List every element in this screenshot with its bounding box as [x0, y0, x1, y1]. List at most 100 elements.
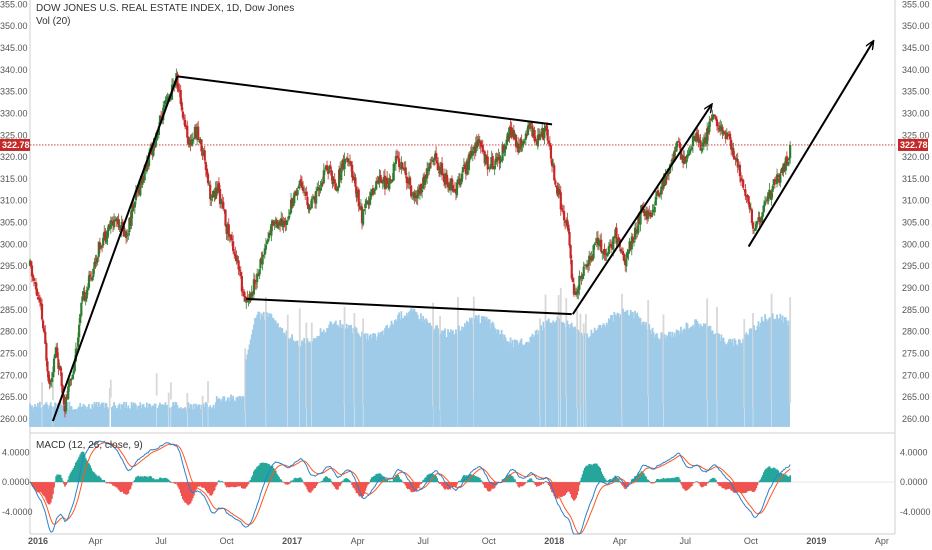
volume-bar [252, 324, 255, 427]
macd-hist-bar [113, 482, 115, 486]
candle-body [164, 100, 167, 104]
volume-bar [283, 332, 286, 427]
volume-bar [725, 344, 728, 427]
volume-bar [73, 409, 76, 427]
volume-bar [481, 316, 484, 427]
volume-bar [432, 302, 435, 407]
volume-bar [619, 314, 622, 427]
candle-body [61, 385, 64, 394]
candle-body [197, 126, 200, 141]
volume-bar [113, 402, 115, 427]
volume-bar [210, 408, 213, 427]
volume-bar [475, 315, 478, 427]
macd-hist-bar [759, 479, 762, 483]
macd-hist-bar [649, 482, 652, 483]
candle-body [592, 245, 595, 259]
macd-tick-label: 0.0000 [900, 477, 928, 487]
volume-bar [463, 323, 466, 427]
candle-body [786, 161, 790, 166]
macd-hist-bar [96, 476, 99, 483]
volume-bar [114, 405, 117, 427]
candle-body [252, 279, 255, 295]
candle-body [501, 145, 504, 161]
macd-hist-bar [707, 482, 710, 484]
macd-hist-bar [237, 482, 240, 487]
macd-hist-bar [640, 471, 643, 483]
volume-bar [454, 333, 456, 427]
macd-hist-bar [689, 482, 692, 487]
volume-bar [613, 312, 616, 427]
macd-hist-bar [332, 482, 335, 486]
macd-hist-bar [430, 473, 433, 483]
candle-body [420, 189, 424, 193]
macd-hist-bar [742, 482, 745, 494]
volume-bar [315, 338, 318, 427]
candle-body [399, 167, 402, 169]
candle-body [402, 169, 405, 171]
macd-hist-bar [739, 482, 741, 493]
volume-bar [428, 322, 431, 427]
macd-hist-bar [382, 476, 385, 483]
candle-body [176, 73, 179, 89]
candle-body [68, 380, 71, 387]
candle-body [390, 181, 393, 183]
volume-bar [336, 324, 338, 427]
volume-bar [425, 318, 428, 427]
price-tick-label: 335.00 [902, 87, 930, 97]
macd-hist-bar [731, 482, 734, 491]
candle-body [777, 175, 780, 178]
macd-hist-bar [216, 481, 219, 483]
volume-bar [282, 333, 285, 427]
macd-hist-bar [194, 482, 196, 492]
macd-hist-bar [379, 473, 382, 483]
macd-hist-bar [410, 482, 413, 492]
macd-hist-bar [583, 467, 586, 483]
volume-bar [476, 319, 479, 427]
macd-hist-bar [165, 478, 168, 483]
macd-hist-bar [567, 482, 570, 492]
volume-bar [296, 340, 299, 427]
volume-bar [153, 403, 156, 427]
macd-hist-bar [578, 482, 581, 486]
macd-hist-bar [364, 482, 367, 491]
macd-hist-bar [564, 482, 567, 496]
candle-body [481, 145, 484, 152]
macd-hist-bar [746, 482, 749, 492]
macd-hist-bar [606, 480, 609, 483]
macd-hist-bar [315, 482, 318, 486]
macd-hist-bar [175, 482, 178, 483]
macd-hist-bar [208, 482, 211, 494]
macd-hist-bar [184, 482, 186, 503]
candle-body [301, 187, 305, 191]
macd-hist-bar [528, 479, 531, 483]
volume-bar [42, 405, 45, 427]
macd-hist-bar [43, 482, 46, 496]
candle-body [380, 179, 383, 184]
macd-hist-bar [369, 479, 372, 483]
candle-body [570, 259, 573, 279]
candle-body [568, 231, 571, 246]
volume-bar [325, 332, 327, 427]
volume-bar [507, 341, 510, 427]
volume-bar [144, 407, 147, 427]
macd-hist-bar [672, 478, 675, 483]
candle-body [617, 237, 620, 240]
macd-hist-bar [195, 482, 197, 490]
volume-bar [90, 409, 93, 427]
candle-body [328, 166, 331, 173]
macd-hist-bar [696, 481, 699, 483]
price-tick-label: 355.00 [902, 0, 930, 9]
macd-hist-bar [164, 477, 167, 483]
price-tick-label-left: 305.00 [0, 218, 28, 228]
volume-bar [232, 395, 235, 427]
volume-bar [628, 316, 631, 427]
volume-bar [645, 322, 647, 427]
volume-bar [240, 398, 243, 427]
volume-bar [640, 325, 643, 427]
volume-bar [377, 332, 380, 427]
candle-body [320, 183, 323, 187]
volume-bar [399, 319, 402, 427]
candle-body [600, 239, 603, 252]
candle-body [56, 347, 59, 358]
macd-hist-bar [547, 482, 550, 485]
